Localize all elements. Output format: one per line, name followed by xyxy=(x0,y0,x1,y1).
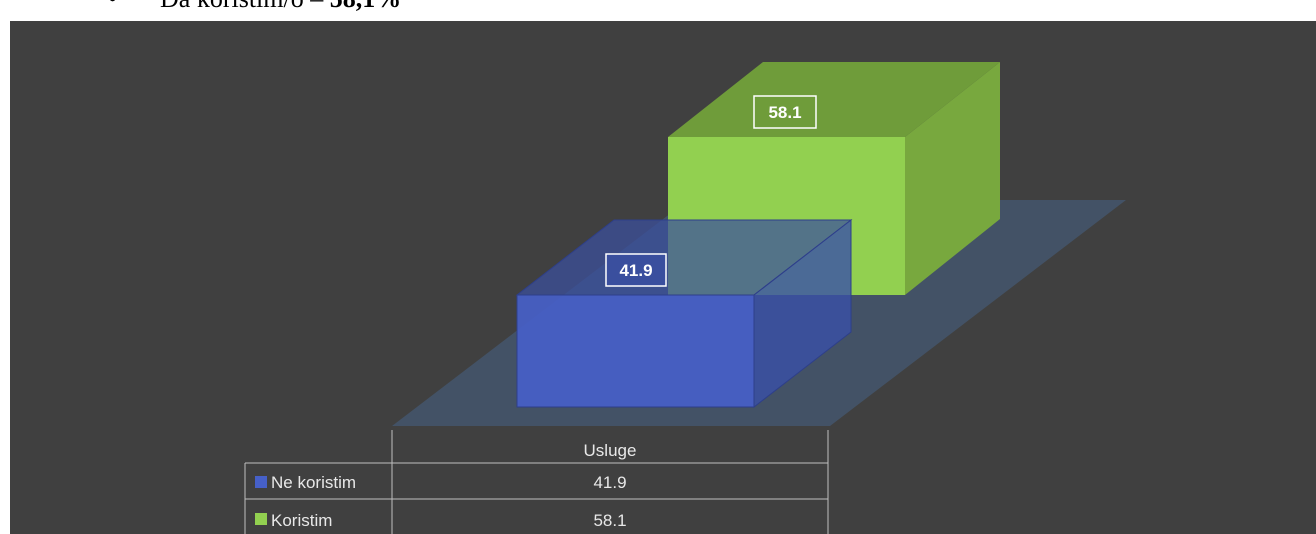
table-cell-ne-koristim: 41.9 xyxy=(593,473,626,492)
data-table xyxy=(244,430,829,534)
data-label-koristim-box xyxy=(753,95,817,129)
data-label-ne-koristim: 41.9 xyxy=(605,253,667,287)
table-header-usluge: Usluge xyxy=(584,441,637,460)
bullet-icon: • xyxy=(108,0,117,14)
table-cell-koristim: 58.1 xyxy=(593,511,626,530)
data-label-ne-koristim-text: 41.9 xyxy=(619,261,652,280)
bar-koristim-top xyxy=(668,62,1000,137)
table-row-label-ne-koristim: Ne koristim xyxy=(271,473,356,492)
legend-key-ne-koristim xyxy=(255,476,267,488)
table-row-label-koristim: Koristim xyxy=(271,511,332,530)
bullet-value: 58,1% xyxy=(330,0,402,13)
bullet-label: Da koristim/ó – xyxy=(160,0,330,13)
data-label-koristim-text: 58.1 xyxy=(768,103,801,122)
bar-ne-koristim-front xyxy=(516,294,755,408)
bullet-text: Da koristim/ó – 58,1% xyxy=(160,0,401,14)
data-label-koristim: 58.1 xyxy=(753,95,817,129)
legend-key-koristim xyxy=(255,513,267,525)
bar-ne-koristim-side xyxy=(753,218,852,409)
bar-koristim-side xyxy=(905,62,1000,295)
data-label-ne-koristim-box xyxy=(605,253,667,287)
bar-ne-koristim xyxy=(515,218,853,409)
